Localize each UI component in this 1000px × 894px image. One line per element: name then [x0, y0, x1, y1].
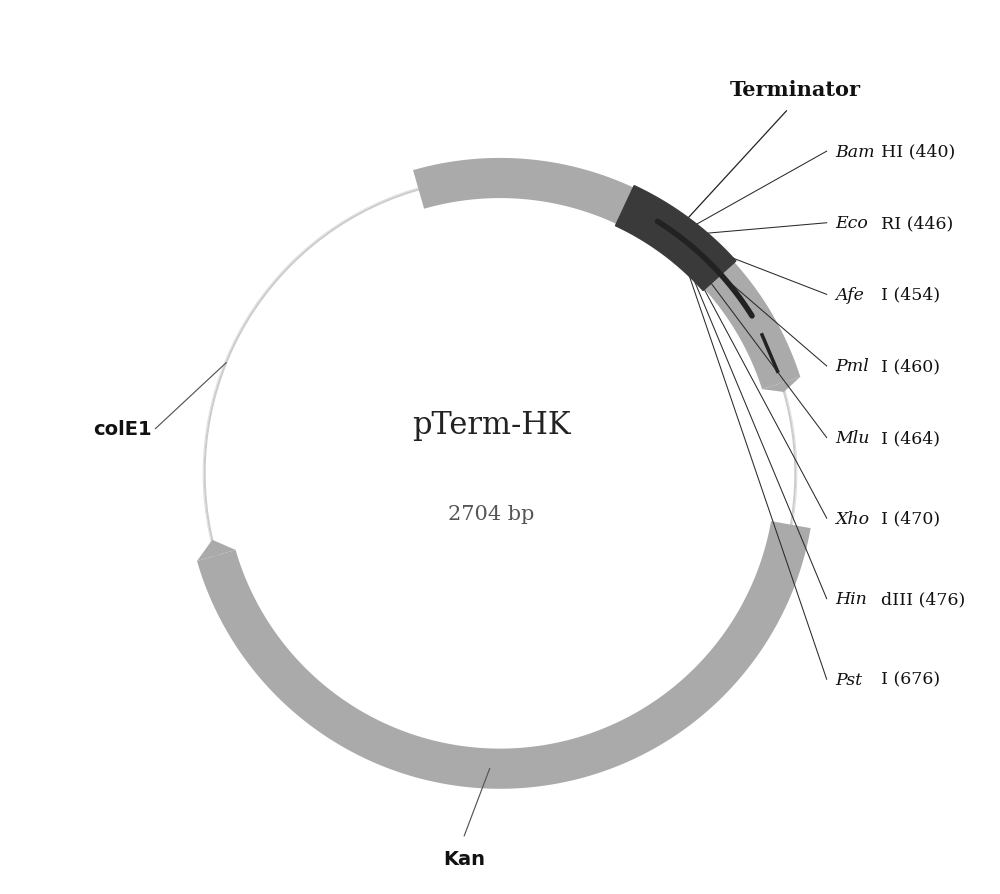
Text: Eco: Eco — [836, 215, 868, 232]
Text: pTerm-HK: pTerm-HK — [412, 409, 570, 440]
Text: Bam: Bam — [836, 144, 875, 160]
Text: dIII (476): dIII (476) — [881, 591, 966, 607]
Text: colE1: colE1 — [93, 419, 151, 439]
Text: I (464): I (464) — [881, 430, 940, 446]
Text: Pml: Pml — [836, 358, 869, 375]
Polygon shape — [615, 187, 736, 291]
Polygon shape — [197, 540, 236, 561]
Text: I (454): I (454) — [881, 287, 940, 303]
Text: Afe: Afe — [836, 287, 864, 303]
Text: Xho: Xho — [836, 510, 870, 527]
Text: I (460): I (460) — [881, 358, 940, 375]
Text: Pst: Pst — [836, 671, 863, 687]
Text: HI (440): HI (440) — [881, 144, 956, 160]
Text: Mlu: Mlu — [836, 430, 870, 446]
Text: I (676): I (676) — [881, 671, 940, 687]
Polygon shape — [762, 377, 800, 392]
Polygon shape — [413, 159, 800, 390]
Polygon shape — [197, 521, 811, 789]
Text: RI (446): RI (446) — [881, 215, 954, 232]
Text: 2704 bp: 2704 bp — [448, 504, 534, 524]
Text: Hin: Hin — [836, 591, 868, 607]
Text: Kan: Kan — [443, 848, 485, 868]
Text: Terminator: Terminator — [730, 80, 861, 99]
Text: I (470): I (470) — [881, 510, 940, 527]
